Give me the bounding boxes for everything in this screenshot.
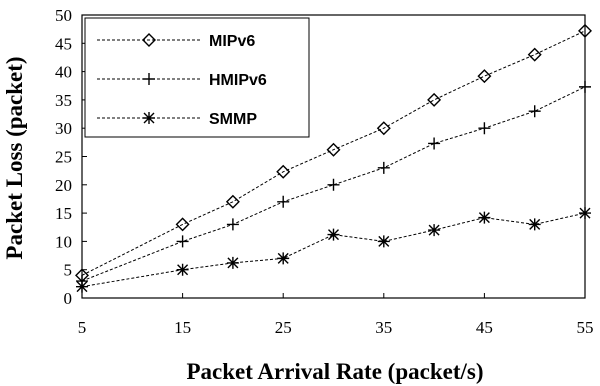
y-axis-title: Packet Loss (packet) bbox=[2, 56, 27, 259]
data-point bbox=[528, 218, 541, 231]
data-point bbox=[427, 92, 442, 107]
data-point bbox=[277, 195, 290, 208]
data-point bbox=[477, 69, 492, 84]
legend-label: MIPv6 bbox=[209, 33, 255, 50]
data-point bbox=[326, 142, 341, 157]
x-tick-label: 25 bbox=[275, 318, 292, 337]
data-point bbox=[176, 263, 189, 276]
y-tick-label: 15 bbox=[55, 204, 72, 223]
data-point bbox=[76, 280, 88, 293]
legend-label: SMMP bbox=[209, 111, 257, 128]
data-point bbox=[143, 73, 155, 85]
data-point bbox=[527, 47, 542, 62]
series-line bbox=[81, 30, 586, 276]
series-smmp bbox=[76, 207, 591, 293]
series-mipv6 bbox=[75, 23, 592, 283]
data-point bbox=[226, 256, 239, 269]
data-point bbox=[528, 105, 541, 118]
data-point bbox=[428, 137, 441, 150]
x-tick-label: 55 bbox=[577, 318, 594, 337]
y-tick-label: 50 bbox=[55, 6, 72, 25]
data-point bbox=[175, 217, 190, 232]
y-tick-label: 40 bbox=[55, 63, 72, 82]
series-line bbox=[81, 212, 586, 288]
data-point bbox=[327, 178, 340, 191]
data-point bbox=[578, 23, 592, 38]
data-point bbox=[277, 252, 290, 265]
data-point bbox=[377, 235, 390, 248]
y-tick-label: 20 bbox=[55, 176, 72, 195]
legend-box bbox=[84, 17, 310, 138]
legend-label: HMIPv6 bbox=[209, 72, 267, 89]
series-lines bbox=[75, 23, 592, 293]
data-point bbox=[276, 164, 291, 179]
data-point bbox=[478, 122, 491, 135]
legend-item: MIPv6 bbox=[97, 33, 255, 50]
y-tick-label: 0 bbox=[64, 289, 73, 308]
x-tick-label: 15 bbox=[174, 318, 191, 337]
y-tick-label: 35 bbox=[55, 91, 72, 110]
data-point bbox=[225, 194, 240, 209]
series-line bbox=[81, 86, 586, 282]
data-point bbox=[377, 161, 390, 174]
y-tick-label: 5 bbox=[64, 261, 73, 280]
data-point bbox=[376, 121, 391, 136]
data-point bbox=[142, 33, 156, 47]
x-tick-label: 5 bbox=[78, 318, 87, 337]
y-tick-label: 25 bbox=[55, 148, 72, 167]
x-tick-label: 35 bbox=[375, 318, 392, 337]
y-tick-label: 30 bbox=[55, 119, 72, 138]
data-point bbox=[579, 80, 591, 93]
legend: MIPv6 HMIPv6 SMMP bbox=[84, 17, 310, 138]
y-tick-label: 10 bbox=[55, 232, 72, 251]
data-point bbox=[176, 235, 189, 248]
data-point bbox=[579, 207, 591, 220]
x-axis-title: Packet Arrival Rate (packet/s) bbox=[186, 359, 483, 384]
data-point bbox=[327, 228, 340, 241]
data-point bbox=[226, 218, 239, 231]
y-tick-label: 45 bbox=[55, 34, 72, 53]
data-point bbox=[478, 211, 491, 224]
legend-item: HMIPv6 bbox=[97, 72, 267, 89]
x-tick-label: 45 bbox=[476, 318, 493, 337]
legend-item: SMMP bbox=[97, 111, 257, 128]
data-point bbox=[143, 112, 155, 124]
data-point bbox=[428, 224, 441, 237]
